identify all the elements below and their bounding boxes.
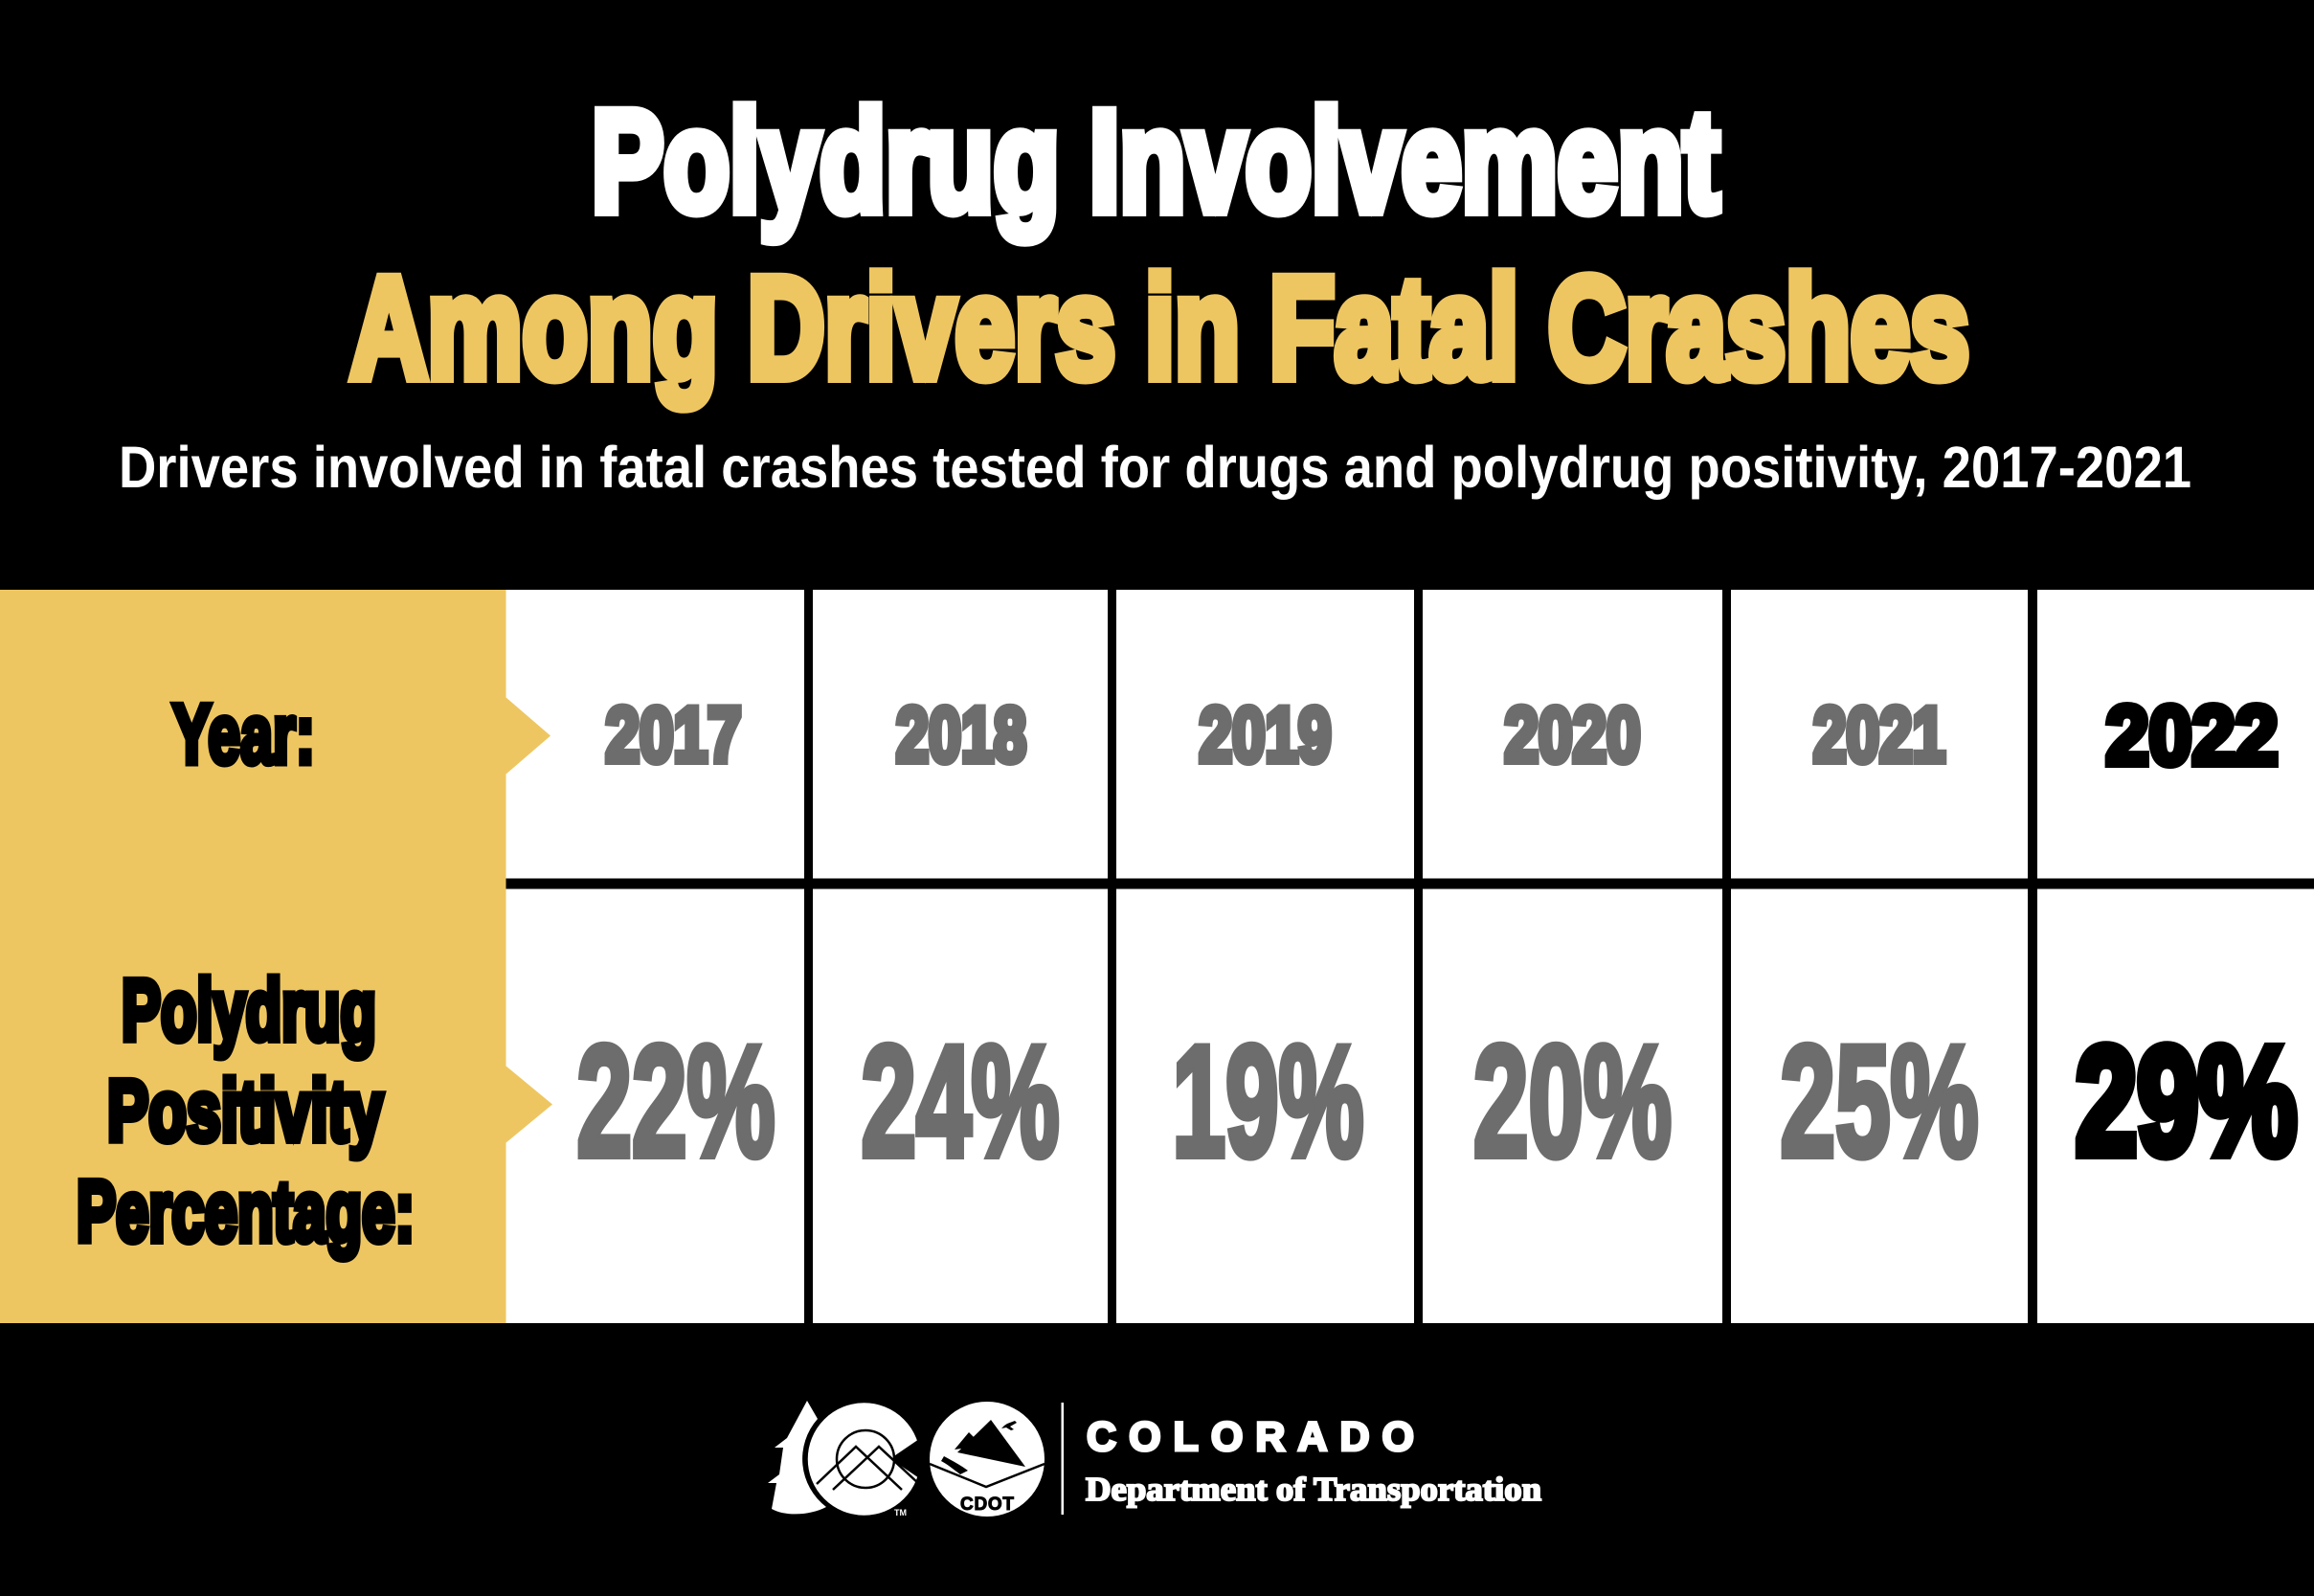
svg-text:TM: TM <box>894 1508 907 1517</box>
svg-text:20%: 20% <box>1473 1013 1672 1189</box>
svg-text:Drivers involved in fatal cras: Drivers involved in fatal crashes tested… <box>119 435 2191 500</box>
svg-text:Positivity: Positivity <box>107 1064 383 1159</box>
svg-text:Year:: Year: <box>172 686 315 781</box>
svg-text:25%: 25% <box>1781 1013 1979 1189</box>
svg-text:Department of Transportation: Department of Transportation <box>1086 1471 1541 1508</box>
svg-text:CDOT: CDOT <box>960 1495 1014 1515</box>
svg-text:Polydrug Involvement: Polydrug Involvement <box>592 80 1719 241</box>
svg-text:Among Drivers in Fatal Crashes: Among Drivers in Fatal Crashes <box>350 247 1969 408</box>
svg-text:Polydrug: Polydrug <box>122 963 376 1059</box>
svg-text:2021: 2021 <box>1813 692 1945 778</box>
svg-text:19%: 19% <box>1173 1013 1364 1189</box>
svg-text:2018: 2018 <box>896 692 1026 778</box>
svg-text:22%: 22% <box>577 1013 775 1189</box>
svg-text:2020: 2020 <box>1505 692 1641 778</box>
svg-text:2022: 2022 <box>2106 689 2279 782</box>
svg-text:2019: 2019 <box>1200 692 1332 778</box>
svg-text:24%: 24% <box>862 1013 1060 1189</box>
svg-text:Percentage:: Percentage: <box>77 1164 415 1260</box>
svg-text:29%: 29% <box>2076 1015 2297 1186</box>
svg-text:2017: 2017 <box>606 692 742 778</box>
